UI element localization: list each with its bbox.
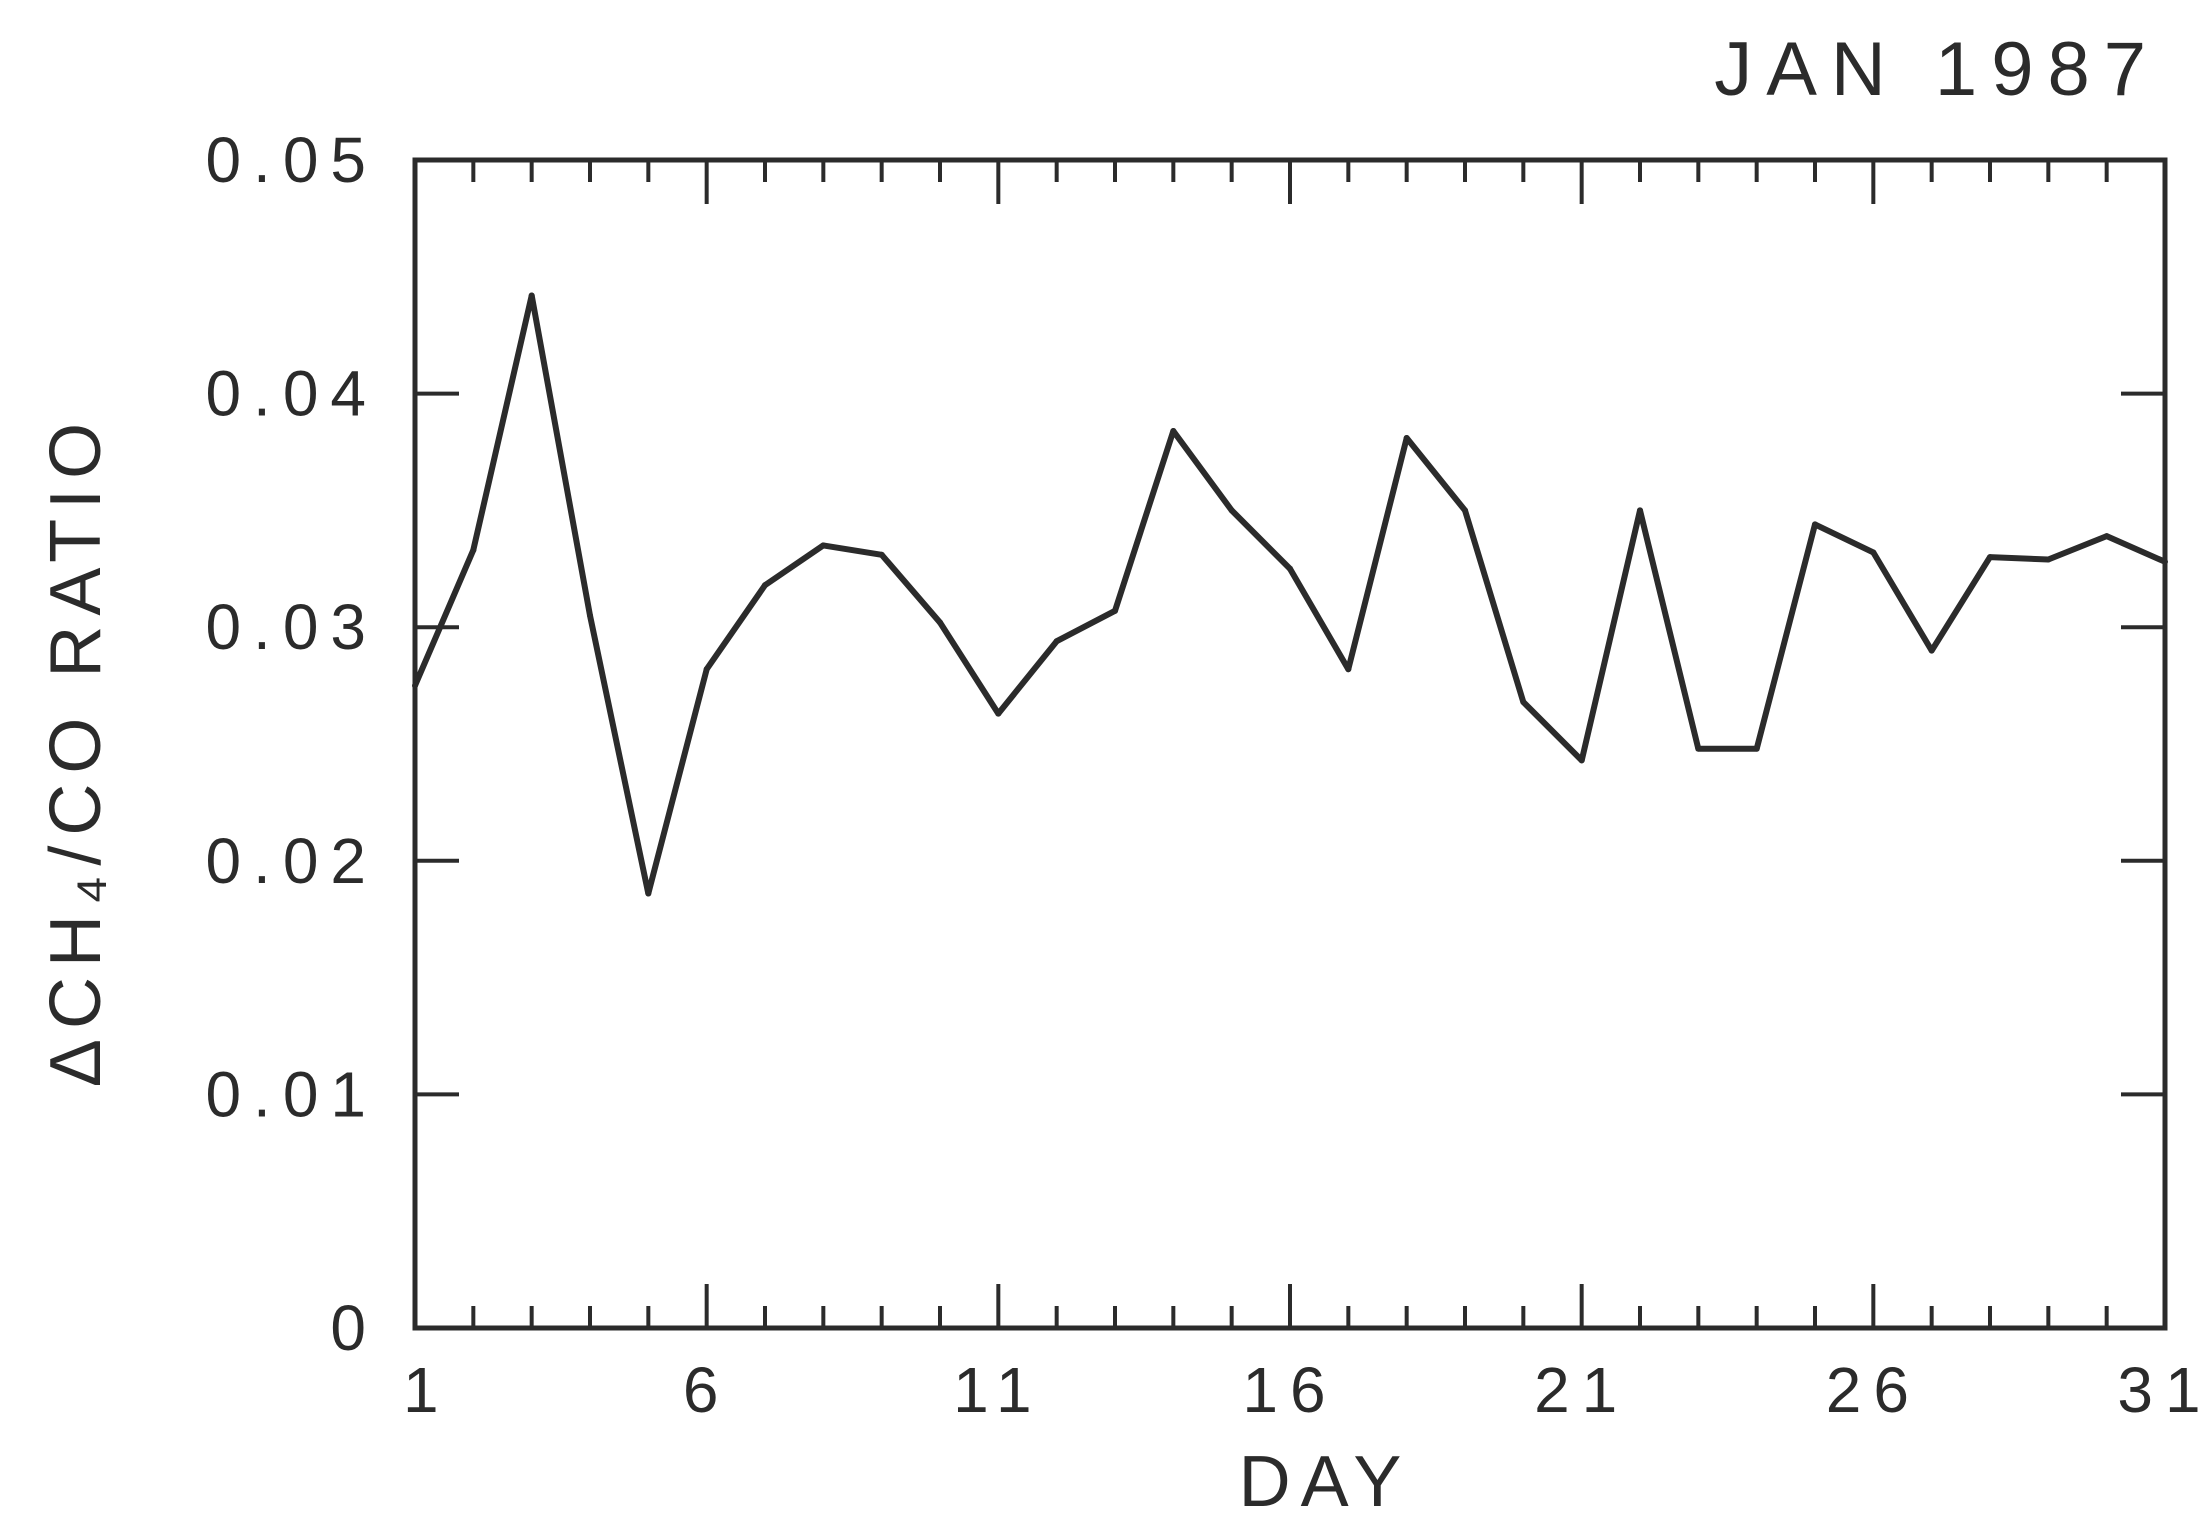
- data-point: [1053, 638, 1060, 645]
- x-tick-label: 1: [403, 1354, 451, 1426]
- y-axis-title: ΔCH₄/CO RATIO: [36, 413, 116, 1087]
- data-point: [1287, 565, 1293, 572]
- data-point: [1403, 434, 1410, 441]
- chart-title: JAN 1987: [1714, 27, 2160, 112]
- y-ticks: [415, 391, 2165, 1097]
- data-point: [995, 710, 1002, 717]
- y-tick-label: 0.02: [205, 825, 378, 897]
- y-tick-label: 0: [330, 1292, 378, 1364]
- data-point: [528, 292, 535, 299]
- data-point: [1637, 507, 1643, 514]
- x-axis-title: DAY: [1239, 1442, 1412, 1519]
- data-point: [937, 619, 943, 626]
- x-tick-label: 11: [953, 1354, 1043, 1426]
- x-tick-labels: 1 6 11 16 21 26 31: [403, 1354, 2205, 1426]
- y-tick-labels: 0 0.01 0.02 0.03 0.04 0.05: [205, 124, 378, 1364]
- data-point: [470, 547, 477, 554]
- data-point: [820, 542, 827, 549]
- x-tick-label: 6: [683, 1354, 731, 1426]
- x-tick-label: 21: [1534, 1354, 1629, 1426]
- data-point: [587, 612, 593, 619]
- y-tick-label: 0.04: [205, 358, 378, 430]
- data-point: [1812, 521, 1818, 528]
- data-point: [1753, 745, 1760, 752]
- data-point: [2045, 556, 2052, 563]
- data-point: [1228, 507, 1235, 514]
- x-tick-label: 16: [1242, 1354, 1337, 1426]
- data-point: [645, 890, 652, 897]
- data-point: [1870, 549, 1877, 556]
- data-point: [2103, 533, 2110, 540]
- data-point: [2162, 558, 2168, 565]
- x-ticks: [413, 160, 2167, 1328]
- data-point: [762, 582, 768, 589]
- data-point: [1462, 507, 1468, 514]
- data-point: [1987, 554, 1993, 561]
- series-line: [412, 292, 2167, 897]
- plot-frame: [412, 157, 2168, 1331]
- y-tick-label: 0.01: [205, 1058, 378, 1130]
- data-point: [878, 551, 885, 558]
- data-points: [412, 292, 2168, 897]
- x-tick-label: 31: [2117, 1354, 2205, 1426]
- data-point: [1578, 757, 1585, 764]
- data-point: [1520, 698, 1527, 705]
- data-point: [1928, 647, 1935, 654]
- data-point: [1695, 745, 1702, 752]
- x-tick-label: 26: [1826, 1354, 1921, 1426]
- data-point: [1345, 666, 1352, 673]
- data-point: [1112, 607, 1118, 614]
- y-tick-label: 0.03: [205, 591, 378, 663]
- data-point: [1170, 427, 1177, 434]
- data-point: [703, 666, 710, 673]
- y-tick-label: 0.05: [205, 124, 378, 196]
- data-point: [412, 682, 418, 689]
